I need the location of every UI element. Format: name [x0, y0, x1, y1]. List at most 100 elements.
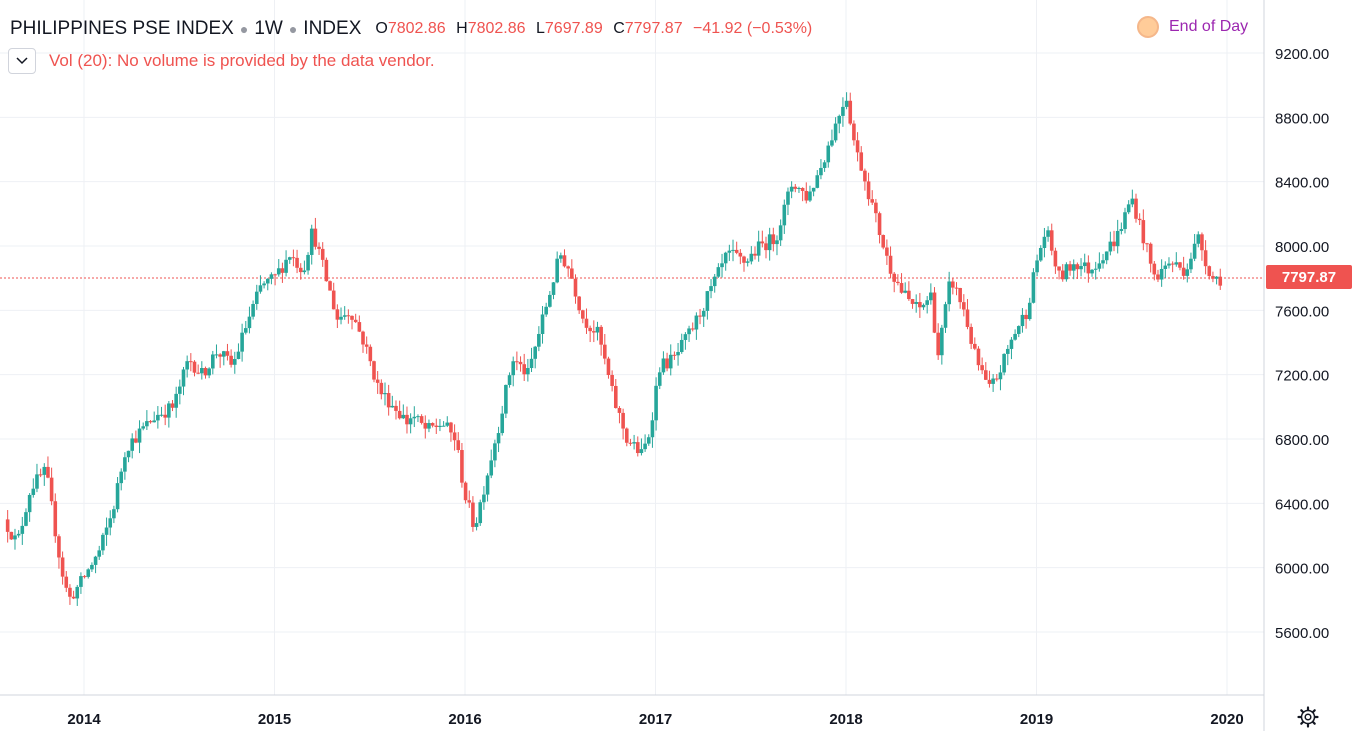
close-key: C — [613, 20, 625, 37]
symbol-name[interactable]: PHILIPPINES PSE INDEX — [10, 18, 234, 39]
candle-body — [82, 576, 87, 578]
candle-body — [1130, 198, 1135, 205]
candle-body — [1079, 266, 1083, 270]
candle-body — [126, 450, 131, 458]
high-value: 7802.86 — [467, 20, 526, 37]
candle-body — [672, 354, 677, 356]
candle-body — [1145, 243, 1149, 245]
candle-body — [75, 586, 80, 599]
candle-body — [639, 449, 644, 454]
y-tick-label: 5600.00 — [1275, 625, 1329, 642]
candle-body — [1075, 264, 1080, 270]
candle-body — [694, 315, 699, 330]
candle-body — [588, 327, 592, 332]
candle-body — [830, 140, 834, 146]
candle-body — [991, 378, 995, 384]
candle-body — [295, 257, 299, 268]
candle-body — [613, 385, 618, 408]
candle-body — [489, 460, 494, 476]
candle-body — [1163, 265, 1168, 269]
candle-body — [690, 328, 695, 330]
candle-body — [383, 393, 387, 395]
candle-body — [1174, 262, 1179, 265]
candle-body — [236, 351, 241, 360]
candle-body — [716, 267, 721, 277]
candle-body — [189, 361, 193, 363]
candle-body — [756, 241, 761, 256]
candle-body — [449, 422, 453, 433]
candle-body — [412, 416, 417, 419]
candle-body — [624, 428, 629, 443]
candle-body — [826, 145, 831, 163]
candle-body — [196, 372, 200, 374]
candle-body — [478, 502, 483, 524]
candle-body — [200, 368, 204, 374]
candle-body — [269, 274, 274, 279]
candle-body — [1170, 263, 1175, 265]
candle-body — [925, 300, 929, 305]
candle-body — [1049, 230, 1054, 251]
candle-body — [386, 393, 391, 408]
candle-body — [324, 259, 329, 282]
candle-body — [262, 283, 266, 286]
candle-body — [357, 322, 362, 332]
candle-body — [251, 303, 255, 317]
candle-body — [500, 413, 505, 434]
candle-body — [423, 422, 428, 429]
candle-body — [1203, 250, 1208, 267]
candle-body — [156, 414, 160, 421]
candle-body — [537, 333, 541, 347]
candle-body — [306, 254, 310, 271]
candle-body — [819, 167, 823, 176]
y-tick-label: 6800.00 — [1275, 432, 1329, 449]
candle-body — [46, 466, 50, 478]
candle-body — [907, 290, 911, 300]
gear-icon[interactable] — [1297, 706, 1319, 728]
candle-body — [617, 407, 622, 413]
candle-body — [97, 550, 102, 557]
interval-label[interactable]: 1W — [254, 18, 283, 39]
candle-body — [313, 228, 318, 247]
symbol-legend: PHILIPPINES PSE INDEX ● 1W ● INDEX O7802… — [10, 16, 812, 42]
candle-body — [833, 123, 838, 141]
time-axis[interactable]: 2014 2015 2016 2017 2018 2019 2020 — [67, 711, 1243, 728]
candle-body — [910, 299, 915, 304]
volume-indicator-row: Vol (20): No volume is provided by the d… — [8, 48, 435, 74]
candle-body — [247, 316, 252, 329]
candle-body — [416, 416, 420, 418]
price-axis[interactable]: 9200.00 8800.00 8400.00 8000.00 7600.00 7200.… — [1275, 46, 1329, 642]
candle-body — [16, 533, 21, 536]
y-tick-label: 8400.00 — [1275, 175, 1329, 192]
candle-body — [1200, 234, 1204, 251]
candle-body — [837, 115, 842, 124]
candle-body — [665, 358, 669, 369]
candle-body — [951, 281, 955, 288]
candle-body — [661, 358, 666, 373]
candle-body — [559, 255, 563, 259]
candle-body — [1024, 314, 1028, 320]
candle-body — [1126, 204, 1131, 213]
candle-body — [983, 370, 988, 380]
candle-body — [892, 273, 897, 282]
candle-body — [287, 257, 292, 260]
end-of-day-status[interactable]: End of Day — [1137, 16, 1248, 38]
candle-body — [1013, 333, 1017, 340]
candle-body — [599, 326, 603, 345]
candle-body — [42, 466, 47, 475]
x-tick-label: 2017 — [639, 711, 672, 728]
candle-body — [760, 241, 765, 244]
candle-body — [1057, 266, 1061, 271]
candle-body — [134, 438, 138, 443]
last-price-label: 7797.87 — [1266, 265, 1352, 289]
candle-body — [705, 291, 710, 311]
candle-body — [375, 379, 380, 383]
candle-body — [232, 359, 237, 365]
candle-body — [1207, 266, 1212, 277]
candle-body — [93, 556, 98, 565]
collapse-indicators-button[interactable] — [8, 48, 36, 74]
candle-body — [921, 304, 926, 308]
candle-body — [628, 442, 633, 444]
candle-body — [943, 304, 948, 328]
candle-body — [976, 348, 981, 366]
